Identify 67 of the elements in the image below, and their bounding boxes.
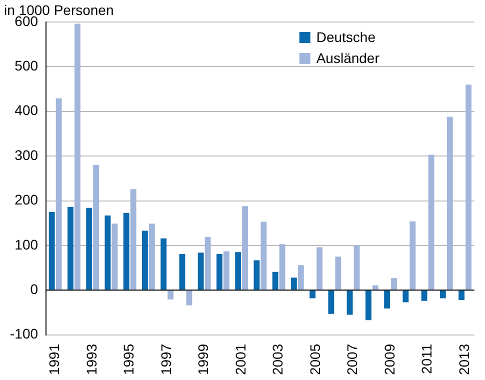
bar (86, 208, 92, 290)
bar (272, 272, 278, 290)
y-tick-label: -100 (10, 326, 38, 342)
bar (104, 216, 111, 290)
x-tick-label: 1993 (83, 344, 100, 376)
bar (93, 165, 100, 290)
bar (254, 260, 260, 290)
bar (421, 290, 428, 301)
x-tick-label: 2011 (418, 344, 435, 374)
bar (354, 245, 360, 290)
bar (428, 154, 434, 290)
bar (74, 24, 80, 290)
x-tick-label: 1997 (158, 344, 174, 376)
bar (242, 206, 248, 290)
y-tick-label: 500 (14, 58, 38, 74)
bar (372, 285, 378, 290)
bar (142, 230, 148, 290)
bar (179, 254, 186, 290)
bar (298, 265, 304, 290)
bar (458, 290, 465, 300)
bar (160, 238, 167, 290)
y-tick-label: 100 (14, 236, 38, 252)
bar (130, 189, 136, 290)
bar (346, 290, 353, 315)
legend-label: Deutsche (316, 28, 376, 45)
bar (466, 84, 472, 290)
bar (112, 224, 118, 290)
bar (310, 290, 316, 298)
x-tick-label: 2003 (270, 344, 286, 376)
bar (328, 290, 334, 314)
bar (290, 278, 297, 290)
y-tick-label: 200 (14, 192, 38, 208)
bar (260, 222, 267, 290)
y-tick-label: 300 (14, 146, 38, 163)
x-tick-label: 1995 (120, 344, 137, 376)
bar (440, 290, 446, 298)
bar (316, 247, 323, 290)
bar (223, 251, 230, 290)
y-tick-label: 0 (30, 281, 38, 298)
bar (335, 256, 342, 290)
bar (216, 254, 222, 290)
bar (204, 236, 211, 290)
legend-label: Ausländer (316, 50, 380, 66)
bar (48, 212, 55, 290)
x-tick-label: 2005 (306, 344, 323, 376)
x-tick-label: 1991 (46, 344, 62, 376)
bar (56, 98, 62, 290)
bar (148, 224, 155, 290)
x-tick-label: 2007 (344, 344, 360, 376)
x-tick-label: 1999 (195, 344, 212, 376)
bar (365, 290, 372, 320)
bar (384, 290, 390, 308)
x-tick-label: 2013 (456, 344, 472, 376)
bar (186, 290, 192, 306)
bar (198, 252, 204, 290)
bar (168, 290, 174, 300)
bar (410, 221, 416, 290)
bar (279, 244, 286, 290)
bar (391, 278, 397, 290)
bar (123, 212, 130, 290)
y-tick-label: 400 (14, 102, 38, 118)
bar (402, 290, 409, 302)
x-tick-label: 2001 (232, 344, 248, 376)
bar (235, 252, 242, 290)
x-tick-label: 2009 (381, 344, 398, 376)
bar (67, 207, 74, 290)
bar (446, 116, 453, 290)
